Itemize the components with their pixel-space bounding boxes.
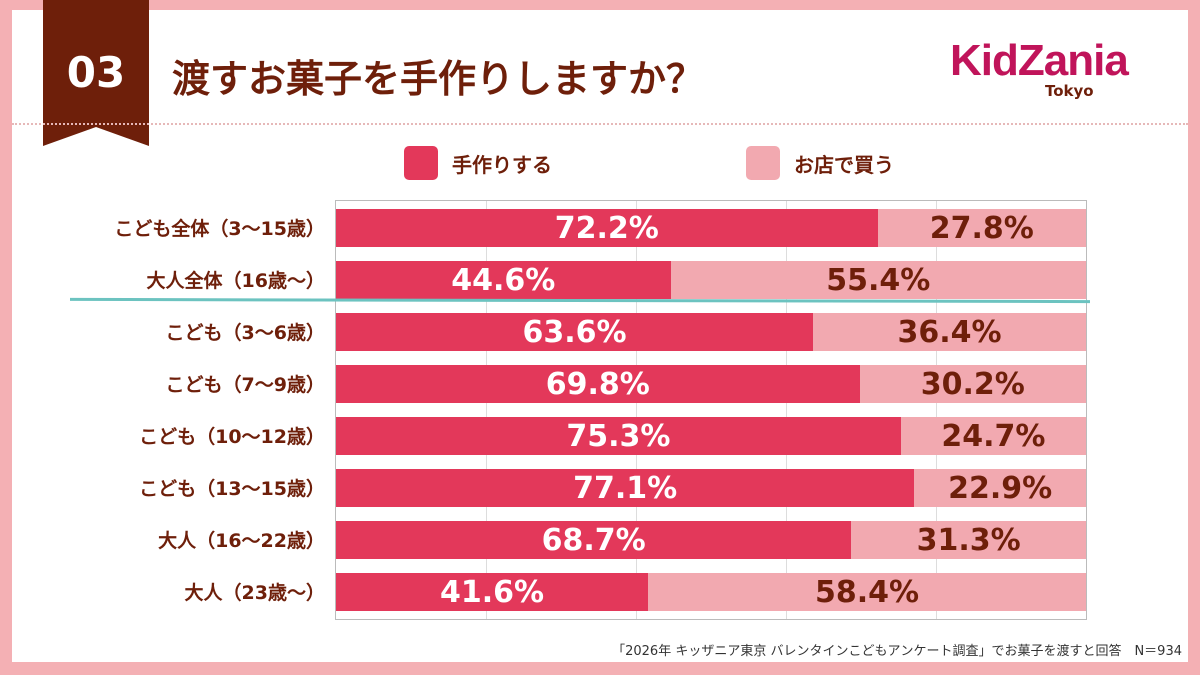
legend-swatch [746,146,780,180]
category-label: こども（7〜9歳） [165,373,325,396]
number-ribbon [43,0,149,146]
question-number: 03 [66,48,126,97]
page-title: 渡すお菓子を手作りしますか？ [172,57,705,101]
bar-handmade: 63.6% [336,313,813,351]
kidzania-logo: KidZania Tokyo [950,36,1180,100]
category-label: こども（13〜15歳） [139,477,325,500]
bar-store: 22.9% [914,469,1086,507]
category-label: こども（3〜6歳） [165,321,325,344]
bar-store: 27.8% [877,209,1086,247]
bar-store: 24.7% [900,417,1086,455]
legend-swatch [404,146,438,180]
gridline [786,201,787,619]
bar-handmade: 41.6% [336,573,648,611]
category-label: 大人全体（16歳〜） [146,269,325,292]
gridline [636,201,637,619]
bar-store: 55.4% [670,261,1086,299]
bar-store: 58.4% [648,573,1086,611]
legend-label: お店で買う [794,152,894,177]
bar-store: 30.2% [859,365,1086,403]
bar-handmade: 77.1% [336,469,915,507]
logo-sub: Tokyo [1045,82,1094,100]
bar-handmade: 75.3% [336,417,901,455]
bar-handmade: 72.2% [336,209,878,247]
bar-handmade: 69.8% [336,365,860,403]
category-label: 大人（16〜22歳） [158,529,325,552]
legend-handmade: 手作りする [404,146,552,180]
bar-handmade: 68.7% [336,521,852,559]
legend-label: 手作りする [452,152,552,177]
category-label: こども（10〜12歳） [139,425,325,448]
logo-text: KidZania [950,36,1129,85]
bar-store: 31.3% [851,521,1086,559]
divider [12,123,1188,125]
category-label: こども全体（3〜15歳） [114,217,325,240]
legend-store: お店で買う [746,146,894,180]
bar-store: 36.4% [813,313,1086,351]
gridline [936,201,937,619]
bar-handmade: 44.6% [336,261,671,299]
plot-area: 72.2% 27.8% 44.6% 55.4% 63.6% 36.4% 69.8% 30.2%… [335,200,1087,620]
gridline [486,201,487,619]
category-label: 大人（23歳〜） [184,581,325,604]
footnote: 「2026年 キッザニア東京 バレンタインこどもアンケート調査」でお菓子を渡すと… [612,644,1182,659]
